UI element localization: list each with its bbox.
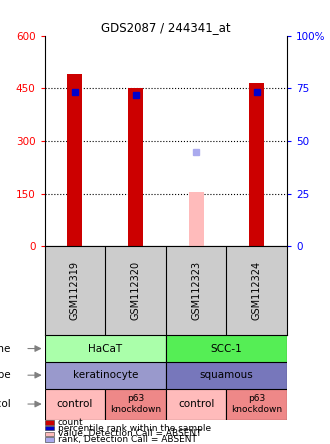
Text: percentile rank within the sample: percentile rank within the sample <box>58 424 211 433</box>
Text: value, Detection Call = ABSENT: value, Detection Call = ABSENT <box>58 429 201 438</box>
Text: cell line: cell line <box>0 344 11 353</box>
Bar <box>128 88 143 246</box>
Bar <box>166 362 287 388</box>
Bar <box>166 388 226 420</box>
Title: GDS2087 / 244341_at: GDS2087 / 244341_at <box>101 21 231 34</box>
Text: cell type: cell type <box>0 370 11 380</box>
Text: count: count <box>58 418 83 427</box>
Text: HaCaT: HaCaT <box>88 344 122 353</box>
Bar <box>226 388 287 420</box>
Text: squamous: squamous <box>200 370 253 380</box>
Bar <box>45 388 105 420</box>
Text: protocol: protocol <box>0 399 11 409</box>
Bar <box>188 192 204 246</box>
Text: rank, Detection Call = ABSENT: rank, Detection Call = ABSENT <box>58 435 197 444</box>
Text: GSM112319: GSM112319 <box>70 262 80 320</box>
Bar <box>45 362 166 388</box>
Bar <box>67 74 82 246</box>
Text: keratinocyte: keratinocyte <box>73 370 138 380</box>
Text: p63
knockdown: p63 knockdown <box>110 394 161 414</box>
Text: SCC-1: SCC-1 <box>211 344 242 353</box>
Text: GSM112324: GSM112324 <box>252 261 262 321</box>
Bar <box>105 388 166 420</box>
Text: GSM112320: GSM112320 <box>130 261 141 321</box>
Bar <box>45 335 166 362</box>
Text: GSM112323: GSM112323 <box>191 261 201 321</box>
Bar <box>166 335 287 362</box>
Text: p63
knockdown: p63 knockdown <box>231 394 282 414</box>
Text: control: control <box>57 399 93 409</box>
Text: control: control <box>178 399 214 409</box>
Bar <box>249 83 264 246</box>
